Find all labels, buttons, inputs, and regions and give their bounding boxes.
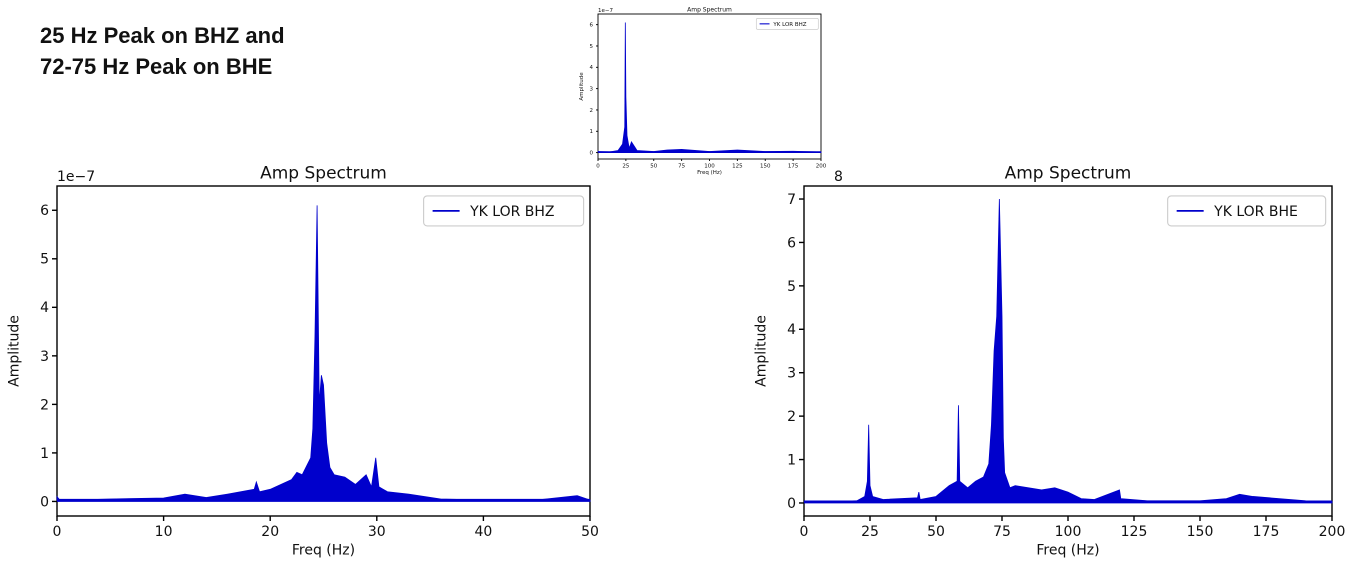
bhe-xtick-label-3: 75: [993, 524, 1011, 540]
headline: 25 Hz Peak on BHZ and 72-75 Hz Peak on B…: [40, 20, 285, 82]
bhe-legend-box: [1167, 195, 1327, 227]
inset-ytick-label-6: 6: [590, 23, 594, 29]
bhe-xtick-label-5: 125: [1121, 524, 1148, 540]
bhz-ytick-label-0: 0: [40, 494, 49, 510]
bhz-xtick-label-0: 0: [53, 524, 62, 540]
inset-ytick-label-2: 2: [590, 108, 594, 114]
bhe-xtick-label-6: 150: [1187, 524, 1214, 540]
bhe-ytick-label-6: 6: [787, 235, 796, 251]
bhz-ytick-label-4: 4: [40, 300, 49, 316]
bhe-ylabel: Amplitude: [753, 315, 769, 387]
bhe-xtick-label-0: 0: [800, 524, 809, 540]
bhe-legend-label: YK LOR BHE: [1213, 204, 1298, 220]
inset-xtick-label-0: 0: [596, 164, 600, 170]
bhe-xtick-label-2: 50: [927, 524, 945, 540]
inset-xtick-label-4: 100: [704, 164, 715, 170]
inset-xtick-label-6: 150: [760, 164, 771, 170]
bhe-ytick-label-7: 7: [787, 192, 796, 208]
bhz-xtick-label-2: 20: [261, 524, 279, 540]
bhe-series-0: [803, 199, 1333, 504]
inset-title: Amp Spectrum: [687, 6, 732, 13]
bhe-title: Amp Spectrum: [1005, 163, 1132, 183]
inset-ytick-label-1: 1: [590, 129, 594, 135]
bhe-ytick-label-4: 4: [787, 322, 796, 338]
bhz-ytick-label-1: 1: [40, 446, 49, 462]
inset-xtick-label-8: 200: [816, 164, 827, 170]
bhe-xlabel: Freq (Hz): [1036, 543, 1099, 559]
headline-line-1: 25 Hz Peak on BHZ and: [40, 23, 285, 48]
inset-xtick-label-1: 25: [622, 164, 629, 170]
inset-legend-label: YK LOR BHZ: [772, 22, 806, 28]
bhz-title: Amp Spectrum: [260, 163, 387, 183]
inset-plot-frame: [597, 13, 822, 160]
bhz-ytick-label-3: 3: [40, 349, 49, 365]
bhz-xtick-label-3: 30: [368, 524, 386, 540]
inset-ytick-label-0: 0: [590, 151, 594, 157]
bhz-legend-label: YK LOR BHZ: [469, 204, 554, 220]
bhz-ylabel: Amplitude: [6, 315, 22, 387]
bhz-offset-label: 1e−7: [57, 169, 95, 185]
bhe-ytick-label-0: 0: [787, 496, 796, 512]
bhe-ytick-label-1: 1: [787, 452, 796, 468]
inset-ytick-label-4: 4: [590, 65, 594, 71]
bhe-offset-label: 8: [834, 169, 843, 185]
bhz-xtick-label-1: 10: [155, 524, 173, 540]
bhz-series-0: [56, 205, 591, 502]
bhz-xlabel: Freq (Hz): [292, 543, 355, 559]
bhe-plot-frame: [803, 185, 1333, 517]
bhz-ytick-label-6: 6: [40, 203, 49, 219]
bhe-ytick-label-5: 5: [787, 279, 796, 295]
bhe-xtick-label-8: 200: [1319, 524, 1346, 540]
bhe-xtick-label-4: 100: [1055, 524, 1082, 540]
bhe-ytick-label-2: 2: [787, 409, 796, 425]
inset-ylabel: Amplitude: [579, 72, 585, 101]
inset-xtick-label-3: 75: [678, 164, 685, 170]
inset-ytick-label-5: 5: [590, 44, 594, 50]
inset-xtick-label-5: 125: [732, 164, 743, 170]
bhe-xtick-label-7: 175: [1253, 524, 1280, 540]
inset-legend-box: [755, 17, 819, 30]
bhz-xtick-label-4: 40: [474, 524, 492, 540]
headline-line-2: 72-75 Hz Peak on BHE: [40, 54, 273, 79]
bhe-xtick-label-1: 25: [861, 524, 879, 540]
bhz-ytick-label-5: 5: [40, 252, 49, 268]
inset-ytick-label-3: 3: [590, 87, 594, 93]
bhz-legend-box: [423, 195, 585, 227]
bhe-ytick-label-3: 3: [787, 366, 796, 382]
inset-xtick-label-7: 175: [788, 164, 799, 170]
bhz-ytick-label-2: 2: [40, 397, 49, 413]
inset-xlabel: Freq (Hz): [697, 170, 722, 176]
bhz-xtick-label-5: 50: [581, 524, 599, 540]
inset-offset-label: 1e−7: [598, 8, 613, 14]
inset-xtick-label-2: 50: [650, 164, 657, 170]
